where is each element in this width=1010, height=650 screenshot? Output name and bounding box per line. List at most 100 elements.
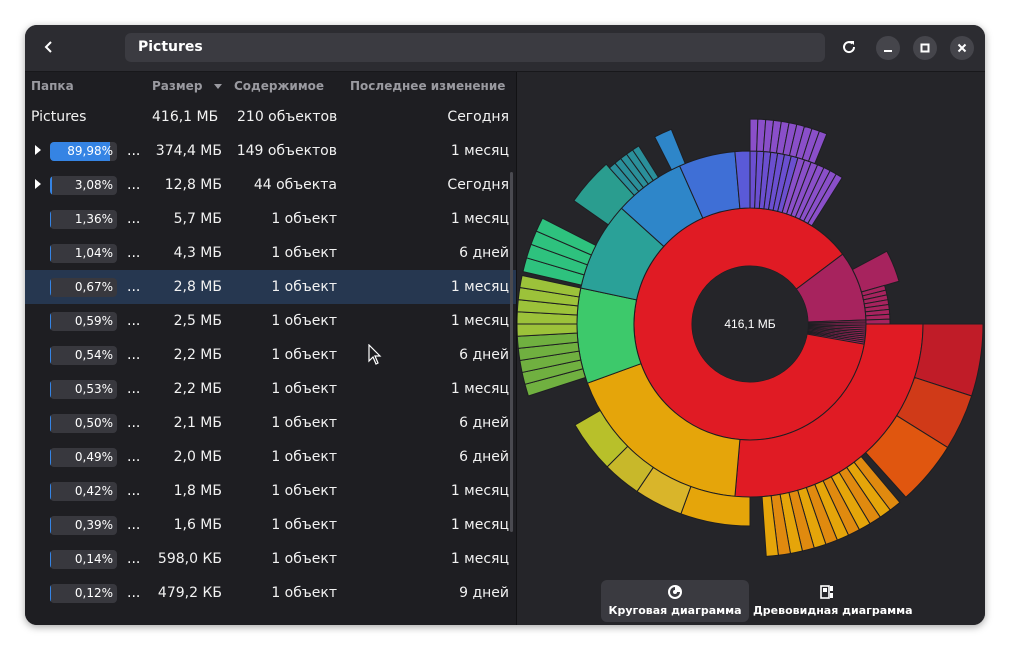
percentage-bar-fill [50,380,52,399]
percentage-bar-fill [50,278,52,297]
contents-cell: 1 объект [271,585,337,601]
contents-cell: 149 объектов [236,143,337,159]
table-row[interactable]: 0,53%... 2,2 МБ 1 объект 1 месяц [25,372,516,406]
folder-name: ... [127,279,141,295]
size-cell: 2,2 МБ [173,381,222,397]
percentage-bar: 0,54% [50,346,117,365]
root-row-contents: 210 объектов [237,109,338,125]
folder-name: ... [127,143,141,159]
percentage-bar-fill [50,448,52,467]
maximize-button[interactable] [913,36,937,60]
ring-segment[interactable] [653,128,686,171]
column-header-size[interactable]: Размер [152,79,223,93]
ring-chart[interactable]: 416,1 МБ [517,72,985,572]
ring-segment[interactable] [535,217,597,256]
size-cell: 5,7 МБ [173,211,222,227]
ring-segment[interactable] [631,145,660,182]
table-row[interactable]: 1,36%... 5,7 МБ 1 объект 1 месяц [25,202,516,236]
percentage-bar: 0,53% [50,380,117,399]
folder-name: ... [127,449,141,465]
ring-segment[interactable] [761,495,779,557]
percentage-label: 0,39% [74,518,113,532]
root-row-size: 416,1 МБ [152,109,219,125]
back-button[interactable] [35,33,63,61]
column-header-size-label: Размер [152,79,203,93]
close-button[interactable] [950,36,974,60]
folder-name: ... [127,211,141,227]
modified-cell: 9 дней [459,585,509,601]
percentage-bar-fill [50,312,52,331]
size-cell: 12,8 МБ [164,177,222,193]
modified-cell: 1 месяц [450,551,509,567]
modified-cell: 1 месяц [450,143,509,159]
percentage-bar: 1,04% [50,244,117,263]
ring-chart-button[interactable]: Круговая диаграмма [601,580,749,622]
expander-icon[interactable] [35,145,41,155]
view-switcher: Круговая диаграмма Древовидная диаграмма [601,580,913,622]
refresh-button[interactable] [835,33,863,61]
table-row[interactable]: 0,14%... 598,0 КБ 1 объект 1 месяц [25,542,516,576]
column-header-contents[interactable]: Содержимое [234,79,325,93]
contents-cell: 1 объект [271,313,337,329]
table-row[interactable]: 0,50%... 2,1 МБ 1 объект 6 дней [25,406,516,440]
modified-cell: 1 месяц [450,313,509,329]
percentage-bar: 0,50% [50,414,117,433]
scrollbar[interactable] [510,172,513,532]
table-row[interactable]: 0,39%... 1,6 МБ 1 объект 1 месяц [25,508,516,542]
ring-segment[interactable] [574,409,629,468]
table-row[interactable]: 89,98%... 374,4 МБ 149 объектов 1 месяц [25,134,516,168]
percentage-bar: 89,98% [50,142,117,161]
folder-name: ... [127,313,141,329]
ring-segment[interactable] [865,318,891,325]
contents-cell: 1 объект [271,449,337,465]
percentage-bar-fill [50,210,52,229]
ring-segment[interactable] [807,130,828,165]
table-row[interactable]: 1,04%... 4,3 МБ 1 объект 6 дней [25,236,516,270]
tree-chart-label: Древовидная диаграмма [753,604,913,617]
folder-name: ... [127,245,141,261]
contents-cell: 1 объект [271,245,337,261]
column-header-modified[interactable]: Последнее изменение [350,79,506,93]
percentage-label: 0,42% [74,484,113,498]
refresh-icon [843,41,856,54]
percentage-label: 0,49% [74,450,113,464]
percentage-label: 3,08% [74,178,113,192]
size-cell: 2,5 МБ [173,313,222,329]
root-row[interactable]: Pictures 416,1 МБ 210 объектов Сегодня [25,100,516,134]
app-window: Pictures Папка Размер [25,25,985,625]
percentage-bar-fill [50,414,52,433]
size-cell: 598,0 КБ [157,551,222,567]
root-row-name: Pictures [31,109,87,125]
table-row[interactable]: 0,12%... 479,2 КБ 1 объект 9 дней [25,576,516,610]
size-cell: 479,2 КБ [157,585,222,601]
tree-chart-button[interactable]: Древовидная диаграмма [753,580,913,622]
modified-cell: 1 месяц [450,483,509,499]
table-row[interactable]: 0,42%... 1,8 МБ 1 объект 1 месяц [25,474,516,508]
ring-segment[interactable] [851,250,900,293]
folder-name: ... [127,551,141,567]
table-row[interactable]: 3,08%... 12,8 МБ 44 объекта Сегодня [25,168,516,202]
size-cell: 4,3 МБ [173,245,222,261]
column-header-folder[interactable]: Папка [31,79,74,93]
table-row[interactable]: 0,49%... 2,0 МБ 1 объект 6 дней [25,440,516,474]
percentage-label: 1,04% [74,246,113,260]
modified-cell: 1 месяц [450,211,509,227]
table-row[interactable]: 0,67%... 2,8 МБ 1 объект 1 месяц [25,270,516,304]
folder-name: ... [127,177,141,193]
table-row[interactable]: 0,54%... 2,2 МБ 1 объект 6 дней [25,338,516,372]
table-row[interactable]: 0,59%... 2,5 МБ 1 объект 1 месяц [25,304,516,338]
modified-cell: 6 дней [459,415,509,431]
ring-segment[interactable] [519,274,582,298]
ring-segment[interactable] [807,173,843,227]
size-cell: 2,8 МБ [173,279,222,295]
ring-segment[interactable] [865,414,949,498]
tree-chart-icon [820,585,833,599]
modified-cell: 6 дней [459,449,509,465]
size-cell: 1,8 МБ [173,483,222,499]
minimize-button[interactable] [876,36,900,60]
expander-icon[interactable] [35,179,41,189]
path-entry[interactable]: Pictures [125,33,825,62]
percentage-label: 89,98% [67,144,113,158]
percentage-bar-fill [50,244,52,263]
percentage-bar: 0,67% [50,278,117,297]
